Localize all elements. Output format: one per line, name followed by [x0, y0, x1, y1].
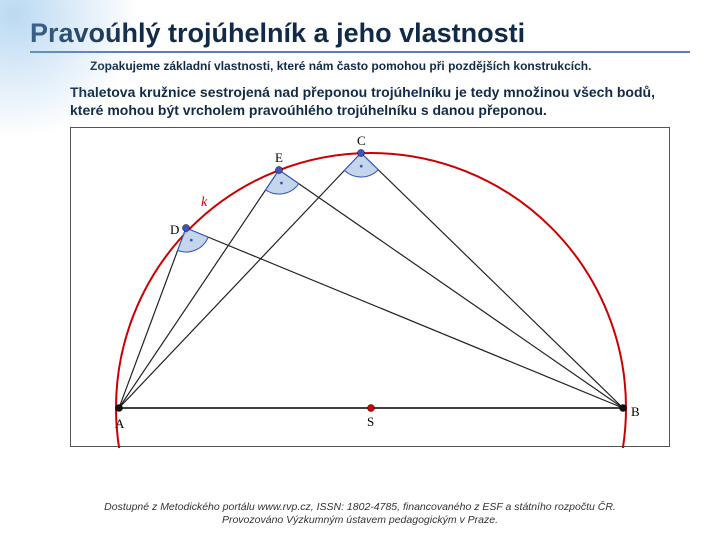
- svg-text:E: E: [275, 150, 283, 165]
- slide-content: Pravoúhlý trojúhelník a jeho vlastnosti …: [0, 0, 720, 447]
- slide-title: Pravoúhlý trojúhelník a jeho vlastnosti: [30, 18, 690, 49]
- svg-text:k: k: [201, 195, 208, 210]
- svg-text:C: C: [357, 133, 366, 148]
- footer-line-2: Provozováno Výzkumným ústavem pedagogick…: [0, 514, 720, 528]
- svg-text:D: D: [170, 222, 179, 237]
- footer: Dostupné z Metodického portálu www.rvp.c…: [0, 501, 720, 528]
- thales-diagram: A B S C E Dk: [70, 127, 670, 447]
- svg-text:S: S: [367, 414, 374, 429]
- title-underline: [30, 51, 690, 53]
- footer-line-1: Dostupné z Metodického portálu www.rvp.c…: [0, 501, 720, 515]
- svg-text:A: A: [115, 416, 125, 431]
- slide-subtitle: Zopakujeme základní vlastnosti, které ná…: [90, 59, 690, 73]
- diagram-svg: A B S C E Dk: [71, 128, 671, 448]
- body-paragraph: Thaletova kružnice sestrojená nad přepon…: [70, 83, 660, 119]
- svg-text:B: B: [631, 404, 640, 419]
